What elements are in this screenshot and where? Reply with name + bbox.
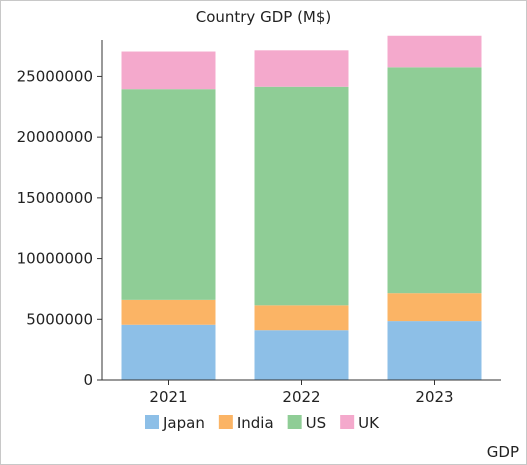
legend-swatch-us xyxy=(287,415,302,429)
bar-segment-us-2022 xyxy=(254,86,349,306)
legend-label-uk: UK xyxy=(358,414,380,432)
y-tick-label: 10000000 xyxy=(17,250,93,268)
bar-segment-uk-2022 xyxy=(254,50,349,87)
y-tick-label: 0 xyxy=(83,371,93,389)
bar-segment-us-2023 xyxy=(387,67,482,294)
y-tick-label: 25000000 xyxy=(17,67,93,85)
x-tick-label: 2023 xyxy=(415,388,453,406)
bar-segment-india-2023 xyxy=(387,293,482,322)
legend-swatch-uk xyxy=(340,415,355,429)
bar-segment-japan-2023 xyxy=(387,321,482,380)
bar-segment-india-2022 xyxy=(254,305,349,331)
chart-title: Country GDP (M$) xyxy=(195,8,332,26)
legend-label-us: US xyxy=(306,414,327,432)
x-tick-label: 2022 xyxy=(282,388,320,406)
bar-segment-uk-2021 xyxy=(121,51,216,90)
y-tick-label: 15000000 xyxy=(17,189,93,207)
legend-swatch-japan xyxy=(145,415,159,429)
legend-label-japan: Japan xyxy=(162,414,205,432)
y-tick-label: 20000000 xyxy=(17,128,93,146)
x-tick-label: 2021 xyxy=(149,388,187,406)
axes-group: 2021 2022 2023 0 5000000 10000000 15000000 2000… xyxy=(17,40,501,406)
bar-segment-japan-2022 xyxy=(254,330,349,380)
bar-segment-japan-2021 xyxy=(121,324,216,380)
bar-segment-us-2021 xyxy=(121,89,216,300)
legend-swatch-india xyxy=(218,415,233,429)
bars-group xyxy=(121,35,482,380)
bar-segment-uk-2023 xyxy=(387,35,482,68)
bar-segment-india-2021 xyxy=(121,299,216,325)
legend-group: Japan India US UK xyxy=(145,414,380,432)
y-tick-label: 5000000 xyxy=(26,310,93,328)
legend-label-india: India xyxy=(237,414,274,432)
footer-label: GDP xyxy=(486,443,519,461)
